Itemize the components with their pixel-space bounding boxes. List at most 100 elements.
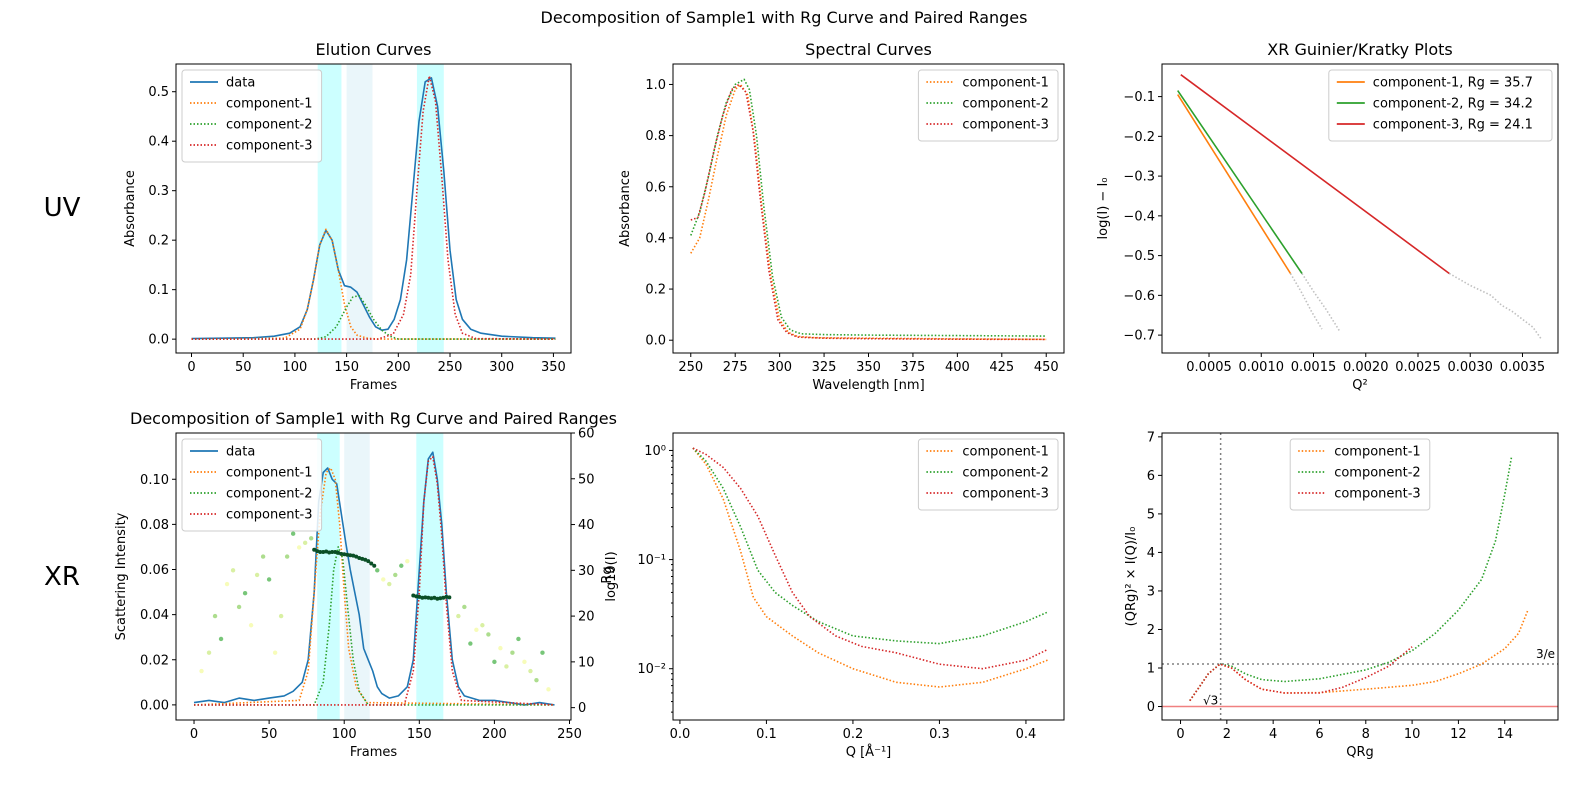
xr_guinier-ylabel: log(I) − I₀ (1096, 178, 1111, 240)
xr_elution-legend-box (181, 438, 323, 532)
xr_elution-xlabel: Frames (350, 745, 398, 760)
xr_elution-rg-faint-point (248, 623, 254, 628)
xr_elution-rg-point (366, 559, 371, 564)
xr_elution-rg-faint-point (399, 563, 404, 568)
xr_elution-ytick-label: 0.00 (140, 698, 169, 713)
xr_elution-rg-point (330, 550, 335, 555)
xr_elution-legend: data component-1 component-2 component-3 (181, 438, 323, 532)
xr_elution-frame (175, 432, 572, 721)
xr_kratky-plot-area (1162, 433, 1558, 720)
uv_spectral-plot-area (690, 78, 1047, 341)
xr_elution-y2label: Rg (600, 566, 615, 583)
uv_elution-xtick-label: 0 (187, 360, 195, 375)
xr_kratky-ytick-label: 7 (1147, 430, 1155, 445)
xr_kratky-ytick-label: 3 (1147, 584, 1155, 599)
xr_elution-rg-point (447, 595, 452, 600)
xr_elution-rg-faint-point (254, 572, 260, 578)
xr_elution-rg-point (363, 557, 368, 562)
uv_spectral-xtick-label: 450 (1034, 360, 1059, 375)
xr_elution-rg-point (357, 555, 362, 560)
xr_guinier-series-component-2 (1177, 90, 1303, 274)
xr_elution-rg-point (438, 596, 443, 601)
xr_curves-legend-label: component-1 (962, 445, 1049, 460)
xr_elution-y2tick-label: 60 (578, 427, 595, 442)
xr_elution-rg-faint-point (242, 591, 248, 596)
xr_elution-y2tick-label: 0 (578, 701, 586, 716)
xr_guinier-frame (1161, 63, 1559, 354)
uv_elution-legend-label: component-3 (226, 139, 313, 154)
uv_elution-xtick-label: 250 (438, 360, 463, 375)
xr_elution-y2tick-label: 10 (578, 655, 595, 670)
uv_elution-series-component-2 (191, 294, 556, 340)
xr_elution-rg-point (339, 551, 344, 556)
xr_elution-ytick-label: 0.02 (140, 653, 169, 668)
uv_elution-range-1 (346, 64, 373, 353)
xr_elution-rg-point (351, 553, 356, 558)
uv_spectral-ytick-label: 0.8 (645, 129, 666, 144)
xr_guinier-series-guide-3 (1289, 273, 1323, 330)
xr_elution-xtick-label: 0 (190, 727, 198, 742)
xr_elution-y2tick-label: 30 (578, 564, 595, 579)
uv_elution-ytick-label: 0.5 (148, 85, 169, 100)
xr_elution-rg-point (312, 547, 317, 552)
xr_elution-rg-faint-point (302, 540, 308, 546)
xr_curves-ylabel: log10(I) (604, 551, 619, 601)
xr_elution-rg-point (348, 553, 353, 558)
uv_elution-series-data (191, 77, 556, 340)
uv_spectral-legend-label: component-1 (962, 76, 1049, 91)
xr_elution-rg-point (318, 550, 323, 555)
xr_curves-xtick-label: 0.2 (843, 727, 864, 742)
uv_spectral-xtick-label: 375 (901, 360, 926, 375)
xr_elution-rg-faint-point (236, 604, 242, 610)
xr_guinier-legend-label: component-1, Rg = 35.7 (1373, 76, 1533, 91)
xr_kratky-legend-label: component-2 (1334, 466, 1421, 481)
xr_elution-rg-point (333, 550, 338, 555)
uv_elution-xlabel: Frames (350, 378, 398, 393)
panel-xr_curves: 0.0 0.1 0.2 0.3 0.4 10⁰ 10⁻¹ 10⁻² Q [Å⁻¹] log10(I… (604, 432, 1065, 760)
xr_elution-rg-faint-point (284, 554, 290, 559)
xr_elution-rg-faint-point (199, 668, 204, 674)
uv_elution-xtick-label: 150 (334, 360, 359, 375)
xr_elution-rg-faint-point (290, 531, 296, 536)
xr_elution-rg-point (411, 593, 416, 598)
xr_kratky-ytick-label: 4 (1147, 546, 1155, 561)
xr_kratky-legend: component-1 component-2 component-3 (1289, 438, 1431, 511)
panel-uv_spectral: 250 275 300 325 350 375 400 425 450 0.0 0.2 0.4 0.6 0… (618, 40, 1065, 393)
xr_elution-xtick-label: 50 (261, 727, 278, 742)
xr_kratky-ytick-label: 2 (1147, 623, 1155, 638)
xr_elution-rg-point (432, 595, 437, 600)
xr_guinier-xtick-label: 0.0005 (1186, 360, 1232, 375)
uv_elution-legend-label: component-1 (226, 97, 313, 112)
uv_elution-xtick-label: 50 (235, 360, 252, 375)
xr_elution-rg-faint-point (546, 687, 551, 692)
xr_elution-ytick-label: 0.08 (140, 518, 169, 533)
xr_kratky-frame (1161, 432, 1559, 721)
xr_guinier-xtick-label: 0.0030 (1447, 360, 1493, 375)
xr_elution-legend-label: component-2 (226, 487, 313, 502)
xr_guinier-legend-box (1328, 69, 1553, 142)
xr_kratky-xtick-label: 12 (1450, 727, 1467, 742)
uv_spectral-xtick-label: 350 (856, 360, 881, 375)
xr_elution-rg-faint-point (480, 623, 485, 628)
uv_elution-range-0 (317, 64, 342, 353)
xr_elution-rg-faint-point (462, 604, 467, 610)
uv_elution-legend: data component-1 component-2 component-3 (181, 69, 323, 163)
panel-uv_elution: 0 50 100 150 200 250 300 350 0.0 0.1 0.2 0.3 0.4 0.5 E… (123, 40, 572, 393)
xr_elution-ylabel: Scattering Intensity (114, 512, 129, 640)
xr_elution-rg-faint-point (375, 568, 380, 573)
xr_elution-legend-label: component-3 (226, 508, 313, 523)
uv_spectral-ytick-label: 0.0 (645, 334, 666, 349)
xr_elution-rg-faint-point (230, 568, 236, 573)
xr_elution-ytick-label: 0.04 (140, 608, 169, 623)
uv_elution-ytick-label: 0.0 (148, 333, 169, 348)
xr_elution-range-0 (317, 433, 340, 720)
xr_kratky-legend-label: component-1 (1334, 445, 1421, 460)
xr_elution-plot-area (193, 433, 555, 720)
uv_spectral-xtick-label: 400 (945, 360, 970, 375)
xr_elution-y2tick-label: 40 (578, 518, 595, 533)
chart-panels: 0 50 100 150 200 250 300 3500.00.10.20.30.40.5E… (114, 40, 1559, 760)
xr_elution-rg-faint-point (218, 636, 224, 642)
xr_elution-range-1 (344, 433, 370, 720)
uv_spectral-legend-label: component-2 (962, 97, 1049, 112)
xr_elution-rg-faint-point (278, 613, 284, 619)
